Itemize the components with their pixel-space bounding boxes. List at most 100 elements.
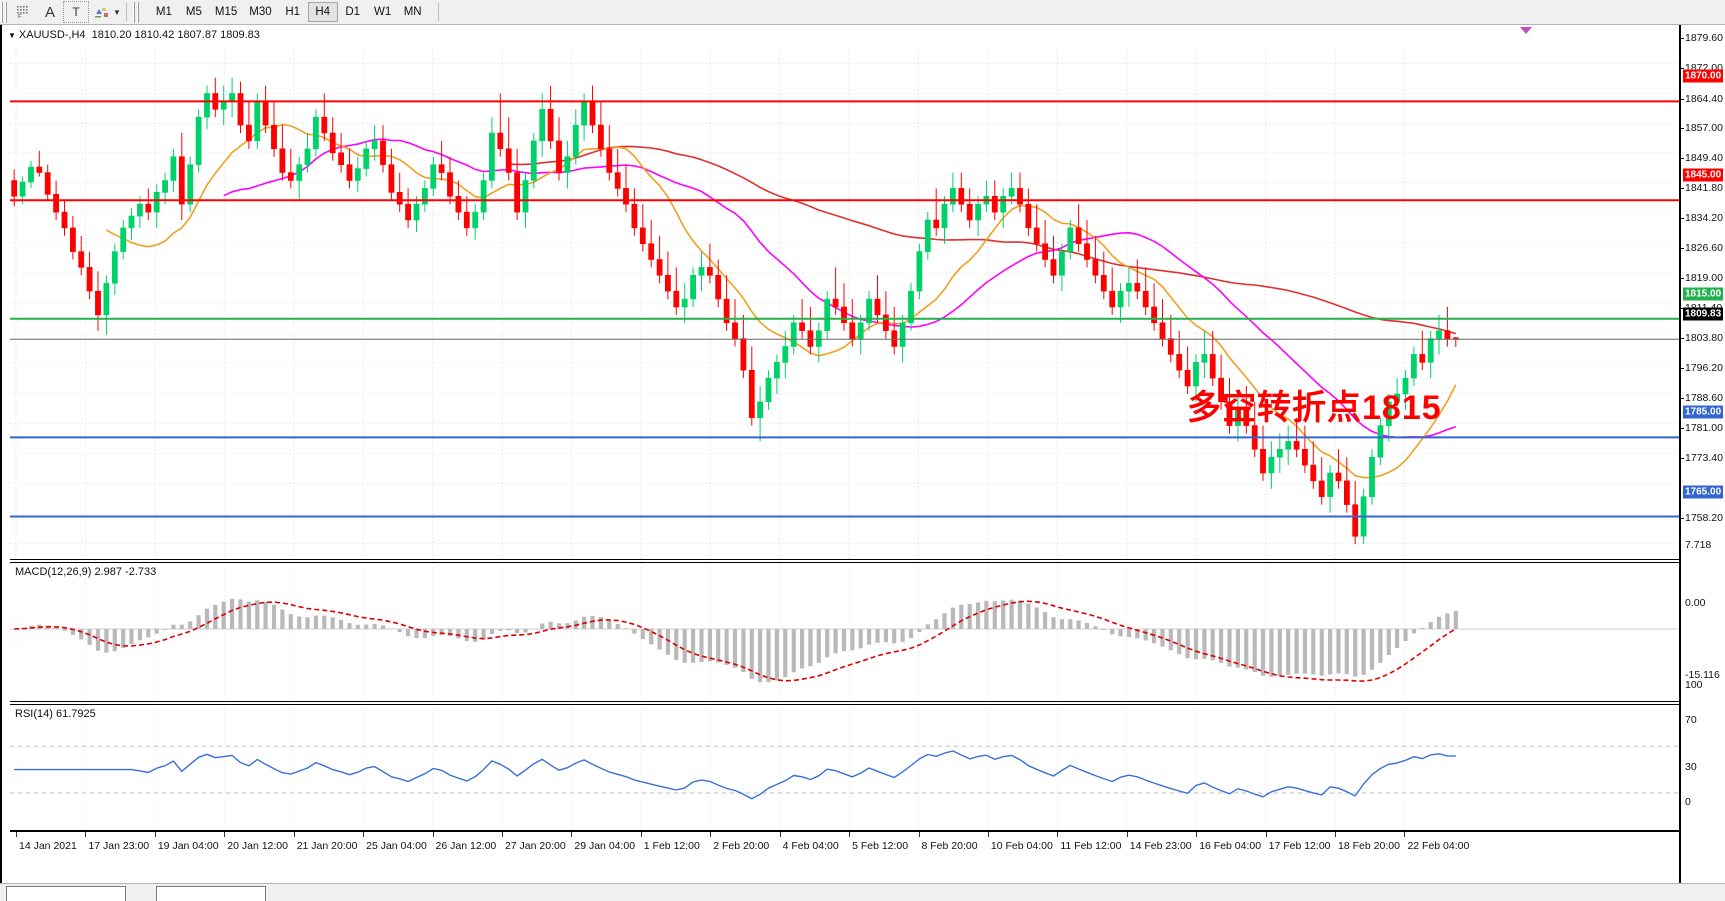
- price-tick: 1819.00: [1681, 272, 1723, 284]
- time-tick-mark: [1335, 832, 1337, 837]
- time-axis-label: 18 Feb 20:00: [1338, 840, 1400, 852]
- time-tick-mark: [293, 832, 295, 837]
- time-tick-mark: [918, 832, 920, 837]
- shapes-icon[interactable]: [89, 1, 115, 23]
- price-pill-1845-00[interactable]: 1845.00: [1683, 168, 1724, 182]
- timeframe-h1[interactable]: H1: [285, 6, 301, 18]
- price-tick: 1849.40: [1681, 152, 1723, 164]
- crosshair-icon[interactable]: F: [11, 1, 37, 23]
- rsi-tick: 30: [1685, 760, 1697, 773]
- tick-mark: [1681, 278, 1684, 280]
- time-tick-mark: [1196, 832, 1198, 837]
- time-axis-label: 19 Jan 04:00: [157, 840, 219, 852]
- time-axis-label: 10 Feb 04:00: [990, 840, 1053, 852]
- timeframe-drag-handle[interactable]: [132, 1, 143, 23]
- main-toolbar: F A T ▼ M1 M5 M15 M30 H1 H4 D1 W1 MN: [0, 0, 1725, 25]
- price-tick: 1796.20: [1681, 362, 1723, 374]
- tick-mark: [1681, 518, 1684, 520]
- price-tick: 1857.00: [1681, 122, 1723, 134]
- price-tick: 1803.80: [1681, 332, 1723, 344]
- tick-mark: [1681, 217, 1684, 219]
- timeframe-m15[interactable]: M15: [214, 6, 238, 18]
- time-axis-label: 25 Jan 04:00: [366, 840, 427, 852]
- timeframe-m5[interactable]: M5: [185, 6, 202, 18]
- rsi-pane[interactable]: RSI(14) 61.7925: [10, 704, 1679, 831]
- chart-marker-icon: [1520, 27, 1532, 34]
- price-pill-1785-00[interactable]: 1785.00: [1683, 405, 1724, 419]
- price-axis[interactable]: 1879.60 1872.00 1864.40 1857.00 1849.40 1841.…: [1679, 25, 1725, 883]
- text-box-icon[interactable]: T: [63, 1, 89, 23]
- price-pane[interactable]: [10, 50, 1679, 560]
- time-axis-label: 26 Jan 12:00: [435, 840, 497, 852]
- time-axis-label: 1 Feb 12:00: [643, 840, 700, 852]
- time-axis-label: 5 Feb 12:00: [852, 840, 909, 852]
- time-tick-mark: [1404, 832, 1406, 837]
- time-axis-label: 8 Feb 20:00: [921, 840, 978, 852]
- time-axis-label: 17 Jan 23:00: [88, 840, 150, 852]
- time-axis-label: 4 Feb 04:00: [782, 840, 839, 852]
- price-pill-1815-00[interactable]: 1815.00: [1683, 287, 1724, 301]
- bottom-tab-1[interactable]: [6, 886, 126, 901]
- time-axis: 14 Jan 2021 17 Jan 23:00 19 Jan 04:00 20 Ja…: [10, 831, 1681, 861]
- timeframe-m1[interactable]: M1: [155, 6, 172, 18]
- time-axis-label: 11 Feb 12:00: [1060, 840, 1122, 852]
- timeframe-mn[interactable]: MN: [403, 6, 422, 18]
- price-tick: 1781.00: [1681, 422, 1723, 434]
- tick-mark: [1681, 247, 1684, 249]
- tick-mark: [1681, 428, 1684, 430]
- tick-mark: [1681, 68, 1684, 70]
- price-pill-1809-83[interactable]: 1809.83: [1683, 307, 1724, 321]
- timeframe-d1[interactable]: D1: [345, 6, 361, 18]
- ohlc-open: 1810.20: [91, 29, 132, 41]
- time-tick-mark: [1126, 832, 1128, 837]
- timeframe-group: M1 M5 M15 M30 H1 H4 D1 W1 MN: [149, 2, 428, 22]
- time-axis-label: 17 Feb 12:00: [1268, 840, 1331, 852]
- macd-chart-svg: [10, 563, 1679, 701]
- time-tick-mark: [571, 832, 573, 837]
- text-label-icon[interactable]: A: [44, 3, 55, 21]
- timeframe-h4[interactable]: H4: [307, 2, 338, 22]
- tick-mark: [1681, 308, 1684, 310]
- tick-mark: [1681, 127, 1684, 129]
- macd-tick: -15.116: [1685, 669, 1720, 681]
- time-tick-mark: [501, 832, 503, 837]
- bottom-tab-bar: [0, 883, 1725, 901]
- price-tick: 1758.20: [1681, 512, 1723, 524]
- time-tick-mark: [85, 832, 87, 837]
- collapse-arrow-icon[interactable]: ▼: [8, 31, 16, 40]
- tick-mark: [1681, 187, 1684, 189]
- tick-mark: [1681, 38, 1684, 40]
- time-tick-mark: [363, 832, 365, 837]
- time-axis-label: 29 Jan 04:00: [574, 840, 636, 852]
- tick-mark: [1681, 98, 1684, 100]
- time-tick-mark: [640, 832, 642, 837]
- macd-pane[interactable]: MACD(12,26,9) 2.987 -2.733: [10, 562, 1679, 702]
- rsi-tick: 0: [1685, 796, 1691, 808]
- time-tick-mark: [849, 832, 851, 837]
- rsi-chart-svg: [10, 705, 1679, 830]
- tick-mark: [1681, 458, 1684, 460]
- time-tick-mark: [710, 832, 712, 837]
- time-tick-mark: [779, 832, 781, 837]
- chart-annotation-text: 多空转折点1815: [1187, 389, 1442, 427]
- chevron-down-icon[interactable]: ▼: [113, 7, 121, 17]
- time-axis-label: 22 Feb 04:00: [1407, 840, 1470, 852]
- toolbar-drag-handle[interactable]: [1, 1, 11, 23]
- timeframe-m30[interactable]: M30: [249, 6, 272, 18]
- price-pill-1870-00[interactable]: 1870.00: [1683, 69, 1724, 83]
- chart-frame: ▼ XAUUSD-,H4 1810.20 1810.42 1807.87 1809…: [0, 25, 1725, 883]
- time-axis-label: 20 Jan 12:00: [227, 840, 288, 852]
- time-tick-mark: [16, 832, 17, 837]
- price-tick: 1864.40: [1681, 93, 1723, 105]
- time-tick-mark: [1265, 832, 1267, 837]
- ohlc-high: 1810.42: [134, 29, 175, 41]
- time-axis-label: 21 Jan 20:00: [296, 840, 358, 852]
- price-tick: 1834.20: [1681, 212, 1723, 224]
- macd-tick: 0.00: [1685, 597, 1706, 609]
- timeframe-w1[interactable]: W1: [374, 6, 392, 18]
- bottom-tab-2[interactable]: [156, 886, 266, 901]
- svg-text:F: F: [18, 15, 22, 20]
- time-axis-label: 14 Feb 23:00: [1129, 840, 1192, 852]
- price-pill-1765-00[interactable]: 1765.00: [1683, 485, 1724, 498]
- macd-label: MACD(12,26,9) 2.987 -2.733: [15, 566, 157, 578]
